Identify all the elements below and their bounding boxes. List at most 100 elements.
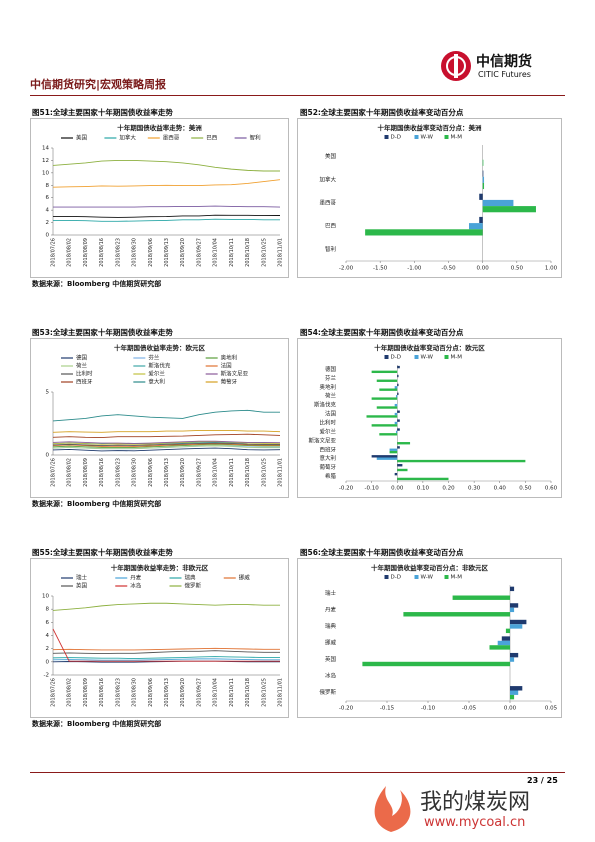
watermark-url: www.mycoal.cn [424,815,526,830]
legend-swatch [414,135,419,139]
bar [510,694,515,700]
x-tick-label: -2.00 [339,266,354,272]
legend-label: 斯洛文尼亚 [221,370,249,378]
header-rule [30,95,565,96]
x-tick-label: 2018/09/27 [196,458,202,487]
bar [482,159,484,166]
x-tick-label: 2018/08/30 [132,458,138,487]
legend-label: 斯洛伐克 [148,362,171,370]
legend-label: 法国 [221,362,233,370]
bar [482,170,484,177]
x-tick-label: 2018/08/16 [99,678,105,707]
y-tick-label: 0 [46,659,50,665]
x-tick-label: 2018/09/20 [180,458,186,487]
x-tick-label: 2018/09/13 [164,678,170,707]
series-line [52,444,280,448]
x-tick-label: 2018/11/01 [278,238,284,267]
series-line [52,214,281,218]
legend-label: 奥地利 [221,354,238,362]
bar [510,652,519,658]
chart-box: 十年期国债收益率变动百分点：欧元区 D-D W-W M-M -0.20 -0.10 0.00… [297,338,562,498]
category-label: 俄罗斯 [319,688,336,696]
bar [394,403,398,407]
logo-cn: 中信期货 [476,54,532,70]
legend-label: 巴西 [206,135,218,142]
legend-label: 荷兰 [76,362,88,370]
bar [397,365,400,369]
y-tick-label: 2 [46,220,50,226]
chart-title: 十年期国债收益率变动百分点：欧元区 [374,343,485,352]
bar [510,624,523,629]
legend-swatch [384,135,389,139]
series-line [52,442,280,447]
footer-rule [30,772,565,773]
legend-label: D-D [391,355,401,361]
bar [510,607,515,613]
category-label: 美国 [325,152,337,160]
bar [371,424,398,427]
legend-label: 挪威 [239,574,251,582]
bar [371,397,398,400]
source: 数据来源：Bloomberg 中信期货研究部 [32,720,162,728]
legend-label: 爱尔兰 [148,370,165,378]
y-tick-label: 6 [46,195,50,201]
figure-caption: 图55:全球主要国家十年期国债收益率走势 [32,548,173,557]
category-label: 冰岛 [325,672,337,680]
x-tick-label: 2018/10/18 [245,458,251,487]
category-label: 英国 [325,655,337,663]
x-tick-label: -0.15 [380,706,395,712]
bar [376,379,398,382]
category-label: 瑞典 [325,622,337,630]
chart: 十年期国债收益率变动百分点：欧元区 D-D W-W M-M -0.20 -0.10 0.00… [308,343,557,492]
series-line [52,440,280,445]
bar [379,433,398,436]
y-tick-label: 6 [46,620,50,626]
chart: 十年期国债收益率变动百分点：非欧元区 D-D W-W M-M -0.20 -0.15 -0.… [319,563,558,712]
legend-label: 智利 [250,134,261,142]
x-tick-label: -0.05 [462,706,477,712]
x-tick-label: 2018/07/26 [51,238,57,267]
legend-swatch [444,355,449,359]
x-tick-label: 2018/11/01 [278,678,284,707]
x-tick-label: 2018/07/26 [51,678,57,707]
y-tick-label: 8 [46,607,50,613]
category-label: 智利 [325,245,336,253]
legend-label: M-M [451,355,463,361]
x-tick-label: 0.05 [545,706,558,712]
bar [489,645,510,650]
x-tick-label: -0.20 [339,706,354,712]
legend-label: 葡萄牙 [221,378,238,386]
bar [482,176,485,183]
x-tick-label: 2018/10/11 [229,678,235,707]
x-tick-label: 2018/09/06 [148,238,154,267]
series-line [52,429,281,433]
category-label: 丹麦 [325,605,337,613]
category-label: 斯洛文尼亚 [308,436,336,444]
bar [397,410,400,413]
y-tick-label: 4 [46,208,50,214]
x-tick-label: 0.00 [504,706,517,712]
source: 数据来源：Bloomberg 中信期货研究部 [32,280,162,288]
x-tick-label: 2018/09/13 [164,238,170,267]
category-label: 德国 [325,365,337,373]
source: 数据来源：Bloomberg 中信期货研究部 [32,500,162,508]
x-tick-label: -0.10 [421,706,436,712]
bar [482,199,514,207]
category-label: 加拿大 [319,175,336,183]
series-line [52,628,280,662]
bar [394,386,398,389]
bar [469,223,483,230]
series-line [52,656,280,659]
x-tick-label: 2018/08/09 [83,238,89,267]
x-tick-label: 2018/08/23 [115,458,121,487]
legend-swatch [414,355,419,359]
x-tick-label: 2018/08/16 [99,238,105,267]
bar [510,586,515,592]
category-label: 挪威 [325,639,337,647]
legend-label: W-W [421,575,434,581]
figure-caption: 图51:全球主要国家十年期国债收益率走势 [32,108,173,117]
bar [510,619,527,625]
bar [389,448,398,451]
legend-swatch [444,135,449,139]
